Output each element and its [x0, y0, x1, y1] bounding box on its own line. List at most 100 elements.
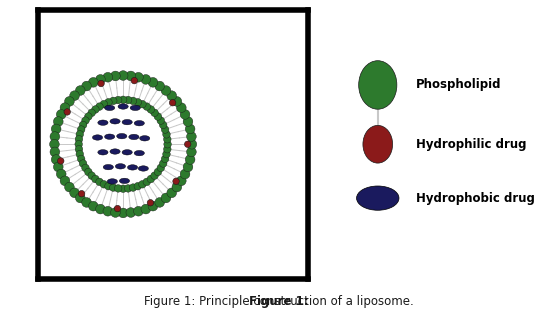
Circle shape	[89, 77, 98, 87]
Circle shape	[56, 110, 66, 119]
Circle shape	[109, 184, 117, 191]
Circle shape	[95, 204, 105, 214]
Circle shape	[76, 131, 84, 138]
Circle shape	[133, 72, 143, 82]
Circle shape	[85, 113, 92, 120]
Circle shape	[50, 139, 59, 149]
Circle shape	[85, 168, 92, 176]
Circle shape	[81, 197, 92, 207]
Circle shape	[100, 180, 108, 188]
Circle shape	[114, 184, 122, 192]
Circle shape	[78, 126, 85, 133]
Circle shape	[185, 141, 191, 147]
Circle shape	[163, 135, 171, 143]
Circle shape	[60, 103, 70, 113]
Circle shape	[163, 146, 171, 153]
Circle shape	[157, 117, 165, 124]
Circle shape	[78, 191, 85, 197]
Circle shape	[147, 199, 153, 206]
Circle shape	[363, 126, 393, 163]
Ellipse shape	[357, 186, 399, 210]
Circle shape	[110, 208, 121, 217]
Ellipse shape	[129, 134, 139, 140]
Ellipse shape	[110, 119, 120, 124]
Text: Figure 1: Principle construction of a liposome.: Figure 1: Principle construction of a li…	[144, 294, 414, 308]
Circle shape	[143, 103, 151, 110]
Circle shape	[105, 99, 112, 106]
Circle shape	[124, 96, 132, 104]
Circle shape	[124, 184, 132, 192]
Circle shape	[161, 86, 171, 95]
Circle shape	[88, 172, 95, 179]
Text: Hydrophilic drug: Hydrophilic drug	[416, 138, 526, 151]
Ellipse shape	[122, 120, 132, 125]
Circle shape	[167, 91, 176, 100]
Circle shape	[160, 160, 167, 167]
Ellipse shape	[98, 150, 108, 155]
Circle shape	[185, 155, 195, 165]
Circle shape	[186, 132, 196, 141]
Ellipse shape	[134, 151, 145, 156]
Circle shape	[50, 147, 60, 157]
Circle shape	[176, 103, 186, 113]
Circle shape	[187, 139, 196, 149]
Circle shape	[161, 193, 171, 203]
Circle shape	[160, 121, 167, 129]
Circle shape	[118, 208, 128, 218]
Circle shape	[100, 100, 108, 108]
Circle shape	[154, 113, 162, 120]
Circle shape	[148, 201, 158, 211]
Circle shape	[98, 80, 104, 87]
Circle shape	[134, 182, 142, 190]
Circle shape	[75, 146, 83, 153]
Circle shape	[75, 86, 85, 95]
Ellipse shape	[140, 136, 150, 141]
Ellipse shape	[122, 150, 132, 155]
Circle shape	[147, 175, 155, 183]
Circle shape	[70, 91, 79, 100]
Circle shape	[75, 193, 85, 203]
Circle shape	[180, 110, 190, 119]
Circle shape	[75, 140, 83, 148]
Circle shape	[154, 168, 162, 176]
Circle shape	[54, 117, 63, 126]
Circle shape	[183, 162, 193, 172]
Circle shape	[105, 182, 112, 190]
Ellipse shape	[104, 134, 115, 139]
Circle shape	[50, 132, 60, 141]
Circle shape	[138, 180, 146, 188]
Text: Phospholipid: Phospholipid	[416, 78, 502, 92]
Ellipse shape	[130, 105, 141, 111]
Circle shape	[65, 182, 74, 192]
Circle shape	[185, 124, 195, 134]
Circle shape	[133, 206, 143, 216]
Circle shape	[129, 184, 137, 191]
Text: Figure 1:: Figure 1:	[249, 294, 309, 308]
Circle shape	[70, 188, 79, 198]
Circle shape	[103, 72, 113, 82]
Circle shape	[118, 71, 128, 81]
Circle shape	[141, 74, 151, 84]
Ellipse shape	[119, 178, 129, 184]
Circle shape	[92, 175, 99, 183]
Circle shape	[103, 206, 113, 216]
Circle shape	[51, 124, 61, 134]
Circle shape	[51, 155, 61, 165]
Circle shape	[143, 178, 151, 186]
Circle shape	[186, 147, 196, 157]
Circle shape	[155, 81, 165, 91]
Circle shape	[129, 97, 137, 105]
Circle shape	[148, 77, 158, 87]
Circle shape	[114, 96, 122, 104]
Circle shape	[155, 197, 165, 207]
Ellipse shape	[107, 179, 118, 184]
Ellipse shape	[116, 164, 126, 169]
Ellipse shape	[110, 149, 120, 154]
Circle shape	[172, 97, 182, 106]
Ellipse shape	[98, 120, 108, 126]
Ellipse shape	[118, 104, 128, 109]
Circle shape	[180, 169, 190, 179]
Circle shape	[81, 164, 89, 172]
Ellipse shape	[134, 120, 145, 126]
Circle shape	[92, 106, 99, 113]
